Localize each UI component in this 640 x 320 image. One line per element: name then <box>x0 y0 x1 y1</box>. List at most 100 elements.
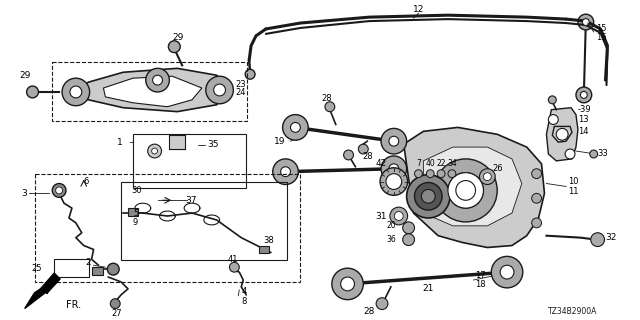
Text: 9: 9 <box>133 218 138 228</box>
Circle shape <box>591 233 605 246</box>
Circle shape <box>62 78 90 106</box>
Circle shape <box>479 169 495 185</box>
Circle shape <box>434 159 497 222</box>
Circle shape <box>358 144 368 154</box>
Text: 28: 28 <box>321 94 332 103</box>
Text: FR.: FR. <box>66 300 81 310</box>
Circle shape <box>110 299 120 308</box>
Circle shape <box>280 167 291 177</box>
Circle shape <box>580 92 588 98</box>
Text: 4: 4 <box>241 287 246 296</box>
Polygon shape <box>104 76 202 107</box>
Circle shape <box>403 234 415 245</box>
Polygon shape <box>552 126 572 142</box>
Text: 8: 8 <box>241 297 246 306</box>
Polygon shape <box>404 127 545 247</box>
Circle shape <box>283 115 308 140</box>
Text: 25: 25 <box>32 264 42 273</box>
Text: 27: 27 <box>111 309 122 318</box>
Text: 19: 19 <box>274 137 285 146</box>
Circle shape <box>52 183 66 197</box>
Text: 16: 16 <box>596 33 606 42</box>
Bar <box>259 245 269 253</box>
Circle shape <box>394 212 403 220</box>
Circle shape <box>500 265 514 279</box>
Circle shape <box>245 69 255 79</box>
Circle shape <box>380 168 408 195</box>
Circle shape <box>548 115 558 124</box>
Text: 26: 26 <box>492 164 503 173</box>
Text: 28: 28 <box>362 152 372 161</box>
Text: 11: 11 <box>568 187 579 196</box>
Text: 14: 14 <box>578 127 588 136</box>
Text: 34: 34 <box>447 159 457 168</box>
Circle shape <box>426 170 434 178</box>
Circle shape <box>483 173 492 180</box>
Circle shape <box>532 193 541 203</box>
Text: 30: 30 <box>131 186 141 195</box>
Circle shape <box>403 222 415 234</box>
Circle shape <box>332 268 364 300</box>
Circle shape <box>532 169 541 179</box>
Bar <box>92 267 104 275</box>
Text: 6: 6 <box>84 177 89 186</box>
Circle shape <box>376 298 388 309</box>
Bar <box>128 208 138 216</box>
Text: 17: 17 <box>476 271 486 280</box>
Circle shape <box>152 75 163 85</box>
Text: 24: 24 <box>236 88 246 98</box>
Circle shape <box>448 173 483 208</box>
Circle shape <box>589 150 598 158</box>
Circle shape <box>448 173 483 208</box>
Circle shape <box>168 41 180 52</box>
Text: 29: 29 <box>173 33 184 42</box>
Text: 5: 5 <box>133 209 138 218</box>
Polygon shape <box>25 273 60 308</box>
Circle shape <box>437 170 445 178</box>
Bar <box>170 135 185 149</box>
Text: 41: 41 <box>228 255 239 264</box>
Circle shape <box>291 123 300 132</box>
Text: 2: 2 <box>86 258 92 267</box>
Text: 37: 37 <box>185 196 196 205</box>
Text: 7: 7 <box>416 159 421 168</box>
Text: 42: 42 <box>376 159 387 168</box>
Text: 12: 12 <box>413 5 424 14</box>
Text: 31: 31 <box>376 212 387 220</box>
Text: 15: 15 <box>596 24 606 34</box>
Circle shape <box>214 84 225 96</box>
Circle shape <box>381 156 406 181</box>
Circle shape <box>448 170 456 178</box>
Text: 23: 23 <box>236 80 246 89</box>
Text: 33: 33 <box>598 149 609 158</box>
Text: 1: 1 <box>117 138 123 147</box>
Circle shape <box>152 148 157 154</box>
Text: 21: 21 <box>422 284 434 293</box>
Circle shape <box>70 86 82 98</box>
Circle shape <box>146 68 170 92</box>
Circle shape <box>532 218 541 228</box>
Text: 36: 36 <box>386 235 396 244</box>
Circle shape <box>340 277 355 291</box>
Text: 32: 32 <box>605 233 617 242</box>
Text: 10: 10 <box>568 177 579 186</box>
Text: 18: 18 <box>476 280 486 289</box>
Circle shape <box>578 14 594 30</box>
Text: 13: 13 <box>578 115 589 124</box>
Polygon shape <box>424 147 522 226</box>
Circle shape <box>548 96 556 104</box>
Circle shape <box>389 164 399 174</box>
Circle shape <box>406 175 450 218</box>
Circle shape <box>386 174 402 189</box>
Circle shape <box>492 256 523 288</box>
Text: 35: 35 <box>207 140 218 148</box>
Circle shape <box>415 170 422 178</box>
Circle shape <box>206 76 234 104</box>
Circle shape <box>56 187 63 194</box>
Circle shape <box>381 128 406 154</box>
Circle shape <box>415 182 442 210</box>
Text: 3: 3 <box>21 189 27 198</box>
Circle shape <box>582 19 589 26</box>
Circle shape <box>421 189 435 203</box>
Circle shape <box>344 150 353 160</box>
